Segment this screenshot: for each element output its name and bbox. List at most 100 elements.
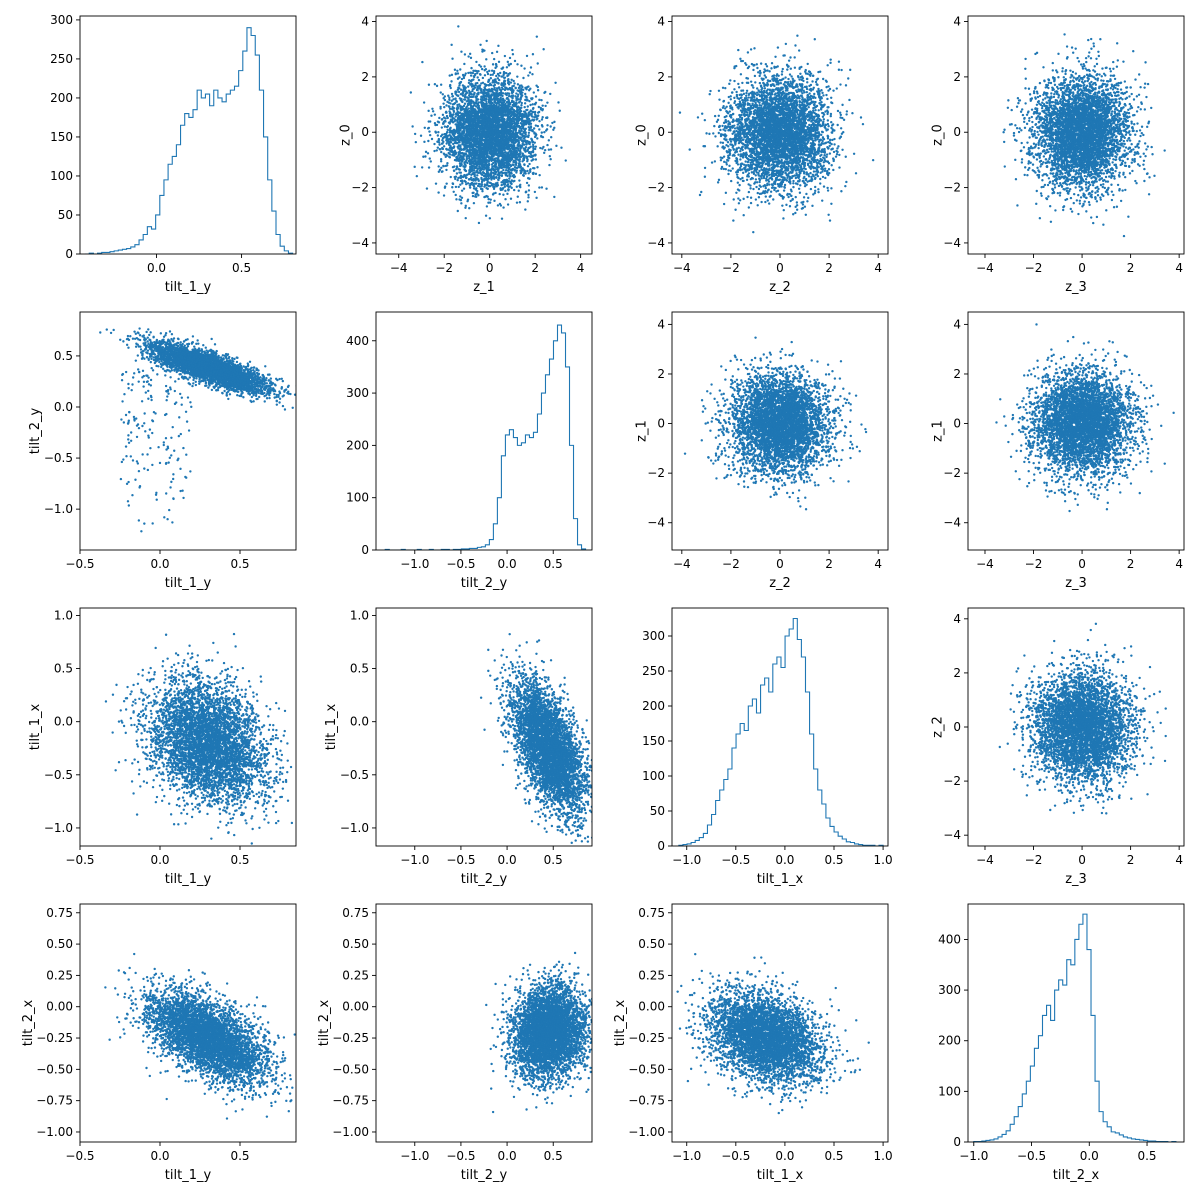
scatter-point — [442, 102, 445, 105]
scatter-point — [489, 151, 493, 154]
scatter-point — [488, 121, 492, 124]
scatter-point — [512, 188, 516, 192]
scatter-point — [531, 97, 534, 100]
scatter-point — [480, 130, 483, 133]
scatter-point — [520, 101, 523, 105]
scatter-point — [505, 119, 509, 123]
y-tick-label: 0 — [361, 125, 369, 139]
scatter-point — [498, 174, 501, 177]
scatter-point — [496, 109, 500, 112]
scatter-point — [506, 174, 509, 178]
scatter-point — [504, 135, 508, 138]
scatter-point — [495, 74, 498, 78]
scatter-point — [475, 165, 478, 168]
scatter-point — [455, 198, 458, 201]
scatter-point — [479, 116, 482, 119]
scatter-point — [479, 143, 482, 147]
scatter-point — [480, 161, 483, 164]
scatter-point — [445, 148, 449, 151]
scatter-point — [495, 50, 499, 54]
scatter-point — [485, 58, 488, 61]
scatter-point — [506, 125, 510, 129]
scatter-point — [469, 144, 472, 147]
scatter-point — [445, 104, 448, 107]
scatter-point — [505, 171, 508, 175]
scatter-point — [489, 136, 492, 139]
scatter-point — [512, 128, 515, 132]
scatter-point — [509, 111, 512, 115]
scatter-point — [468, 146, 471, 149]
scatter-point — [470, 156, 474, 160]
scatter-point — [496, 92, 500, 95]
scatter-point — [535, 133, 538, 136]
scatter-point — [528, 111, 531, 114]
scatter-point — [545, 187, 548, 190]
scatter-point — [482, 163, 485, 167]
scatter-point — [493, 147, 496, 151]
scatter-point — [560, 146, 563, 149]
scatter-point — [532, 158, 535, 161]
scatter-point — [739, 73, 743, 76]
scatter-point — [460, 163, 463, 166]
x-tick-label: 0 — [486, 261, 494, 275]
scatter-point — [468, 157, 471, 160]
scatter-point — [500, 105, 503, 108]
scatter-point — [472, 179, 475, 182]
scatter-point — [485, 205, 489, 208]
scatter-point — [448, 84, 452, 88]
scatter-point — [738, 113, 741, 117]
scatter-point — [455, 125, 459, 128]
scatter-point — [457, 168, 460, 171]
scatter-point — [477, 149, 480, 152]
scatter-point — [527, 184, 531, 187]
scatter-point — [449, 140, 452, 143]
scatter-point — [525, 181, 529, 185]
scatter-point — [521, 120, 525, 123]
scatter-point — [725, 161, 728, 164]
scatter-point — [485, 126, 489, 130]
scatter-point — [509, 175, 512, 178]
scatter-point — [463, 134, 466, 137]
scatter-point — [503, 126, 506, 129]
scatter-point — [476, 71, 479, 75]
scatter-point — [528, 146, 531, 150]
scatter-point — [525, 108, 528, 112]
scatter-point — [459, 80, 463, 84]
scatter-point — [511, 85, 514, 88]
scatter-point — [508, 177, 511, 180]
scatter-point — [491, 51, 494, 55]
plot-area — [85, 27, 294, 254]
histogram-step-line — [85, 27, 294, 254]
scatter-point — [488, 184, 492, 188]
scatter-point — [446, 128, 449, 132]
scatter-point — [521, 152, 525, 156]
scatter-point — [540, 98, 543, 102]
scatter-point — [470, 117, 474, 120]
scatter-point — [498, 119, 501, 123]
scatter-point — [463, 168, 467, 172]
scatter-point — [515, 161, 518, 165]
scatter-point — [512, 151, 515, 154]
scatter-point — [500, 129, 503, 132]
scatter-point — [460, 50, 463, 53]
scatter-point — [456, 94, 460, 98]
scatter-point — [540, 131, 543, 134]
scatter-point — [851, 112, 854, 115]
scatter-point — [505, 72, 508, 75]
scatter-point — [461, 182, 464, 185]
scatter-point — [460, 77, 464, 81]
scatter-point — [514, 117, 517, 121]
scatter-point — [439, 91, 442, 94]
scatter-point — [488, 217, 492, 220]
scatter-point — [517, 86, 521, 90]
scatter-point — [495, 87, 499, 90]
scatter-point — [469, 135, 472, 138]
scatter-point — [514, 86, 517, 90]
scatter-point — [471, 89, 474, 93]
scatter-point — [463, 110, 466, 113]
scatter-point — [526, 98, 529, 102]
scatter-point — [484, 214, 488, 217]
scatter-point — [495, 112, 498, 115]
